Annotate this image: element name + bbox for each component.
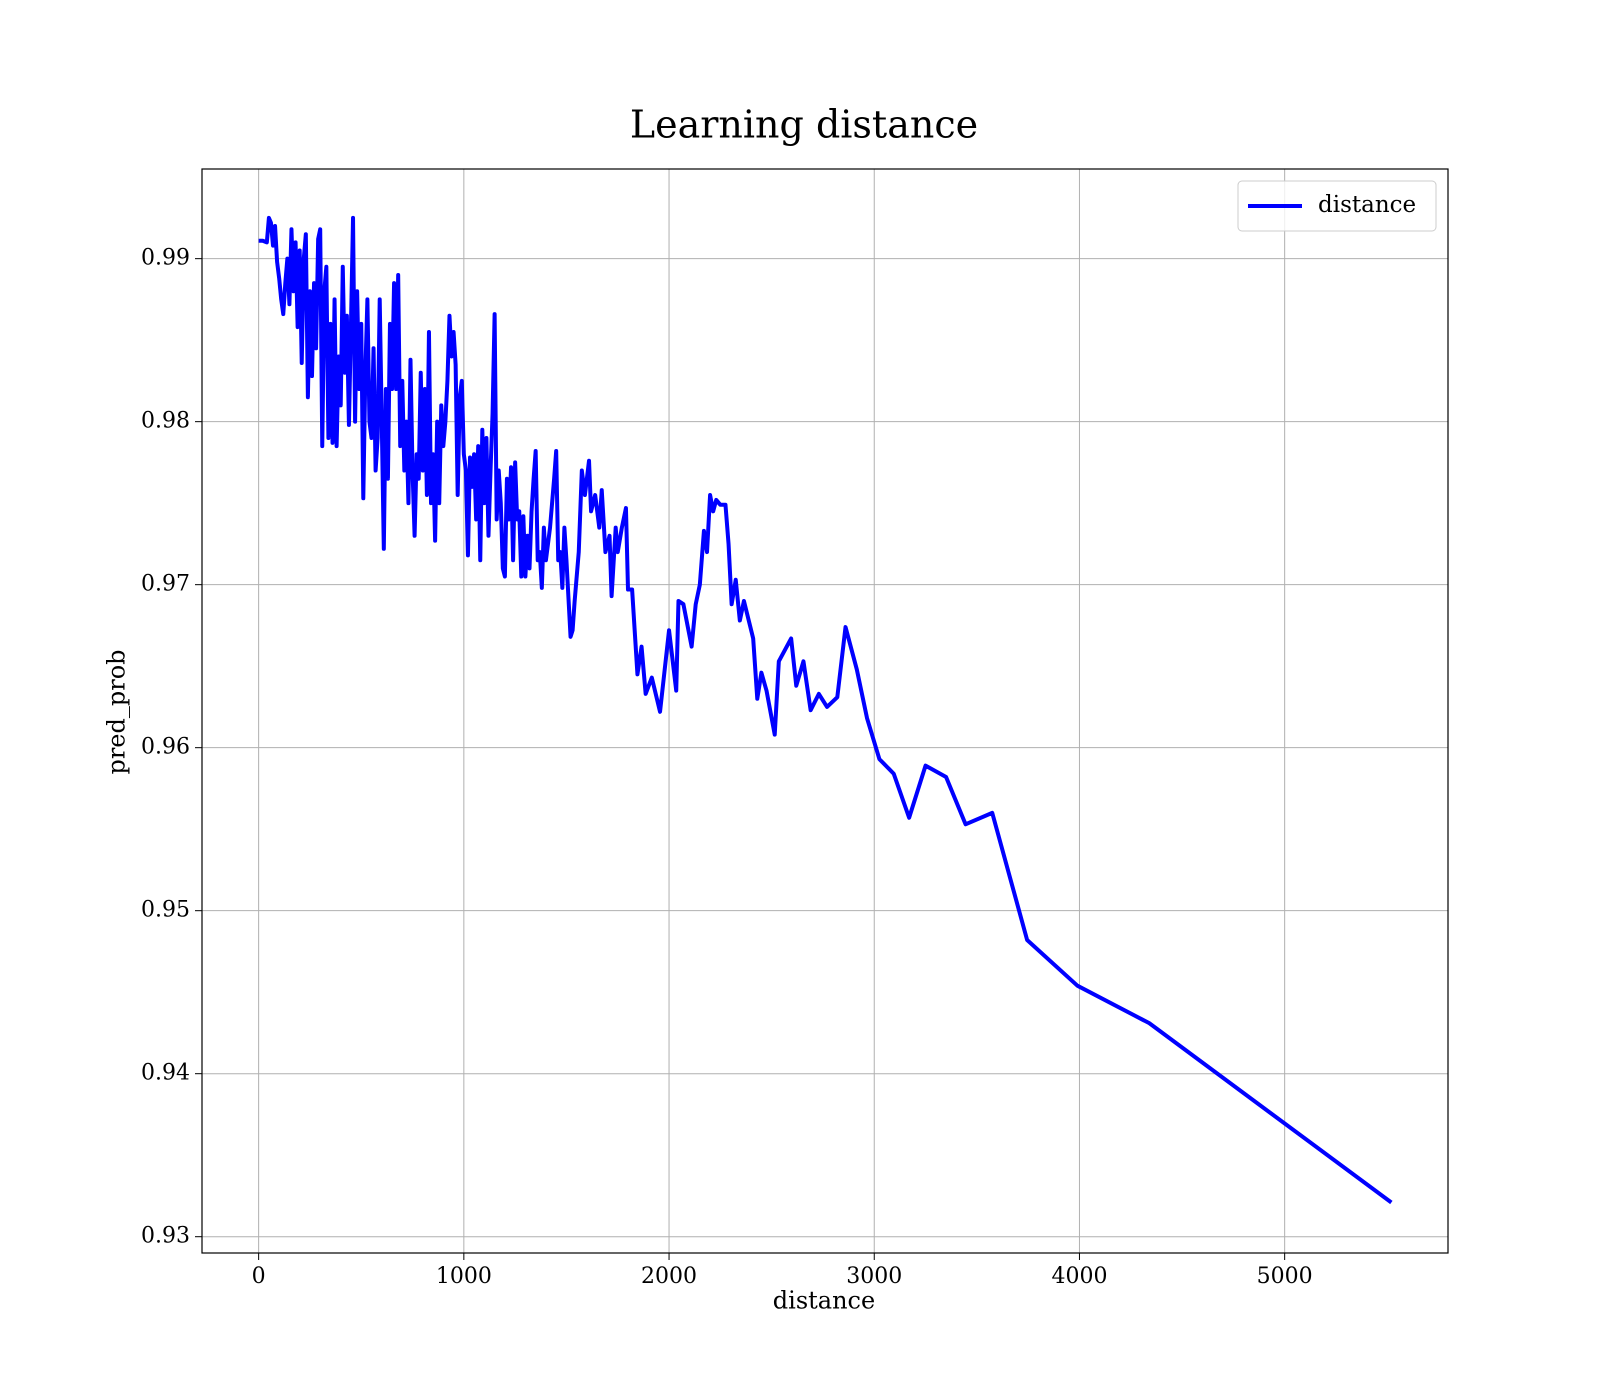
data-line	[258, 215, 1393, 1205]
x-tick-label: 5000	[1257, 1264, 1313, 1289]
x-tick-label: 3000	[846, 1264, 902, 1289]
y-tick-label: 0.95	[141, 898, 190, 923]
x-tick-label: 0	[252, 1264, 266, 1289]
y-tick-label: 0.93	[141, 1224, 190, 1249]
x-tick-label: 1000	[436, 1264, 492, 1289]
y-tick-label: 0.97	[141, 572, 190, 597]
y-tick-label: 0.94	[141, 1061, 190, 1086]
x-tick-label: 4000	[1051, 1264, 1107, 1289]
legend-label: distance	[1318, 192, 1416, 218]
plot-frame	[201, 168, 1449, 1254]
y-axis-label: pred_prob	[103, 649, 131, 774]
y-tick-label: 0.99	[141, 246, 190, 271]
legend-box	[1237, 180, 1437, 232]
x-tick-label: 2000	[641, 1264, 697, 1289]
legend: distance	[1237, 180, 1437, 232]
y-tick-label: 0.98	[141, 409, 190, 434]
x-axis-label: distance	[773, 1287, 875, 1315]
chart-title: Learning distance	[630, 103, 978, 147]
y-tick-label: 0.96	[141, 735, 190, 760]
